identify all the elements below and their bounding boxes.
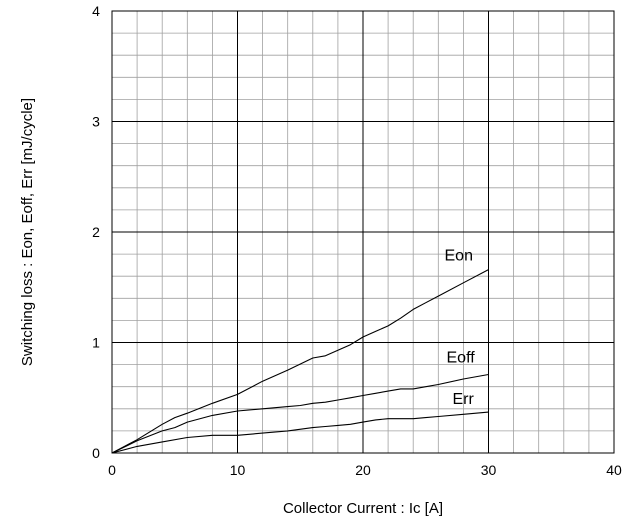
- y-tick-label: 1: [92, 335, 100, 351]
- y-tick-label: 2: [92, 224, 100, 240]
- x-tick-label: 40: [606, 462, 622, 478]
- x-axis-title: Collector Current : Ic [A]: [283, 500, 443, 517]
- series-label-eoff: Eoff: [447, 350, 476, 367]
- x-tick-labels: 0 10 20 30 40: [108, 462, 622, 478]
- y-tick-label: 0: [92, 445, 100, 461]
- y-tick-label: 4: [92, 3, 100, 19]
- major-grid: [112, 11, 614, 453]
- series-label-eon: Eon: [445, 248, 473, 265]
- series-line-err: [111, 411, 489, 454]
- series-label-err: Err: [453, 391, 475, 408]
- x-tick-label: 0: [108, 462, 116, 478]
- series-labels: Eon Eoff Err: [445, 248, 476, 409]
- x-tick-label: 30: [481, 462, 497, 478]
- y-tick-labels: 0 1 2 3 4: [92, 3, 100, 461]
- y-tick-label: 3: [92, 114, 100, 130]
- plot-frame: [111, 10, 615, 454]
- y-axis-title: Switching loss : Eon, Eoff, Err [mJ/cycl…: [19, 98, 36, 366]
- series-line-eoff: [111, 373, 489, 454]
- x-tick-label: 10: [230, 462, 246, 478]
- x-tick-label: 20: [355, 462, 371, 478]
- series-line-eon: [111, 269, 489, 454]
- series-layer: [111, 269, 489, 454]
